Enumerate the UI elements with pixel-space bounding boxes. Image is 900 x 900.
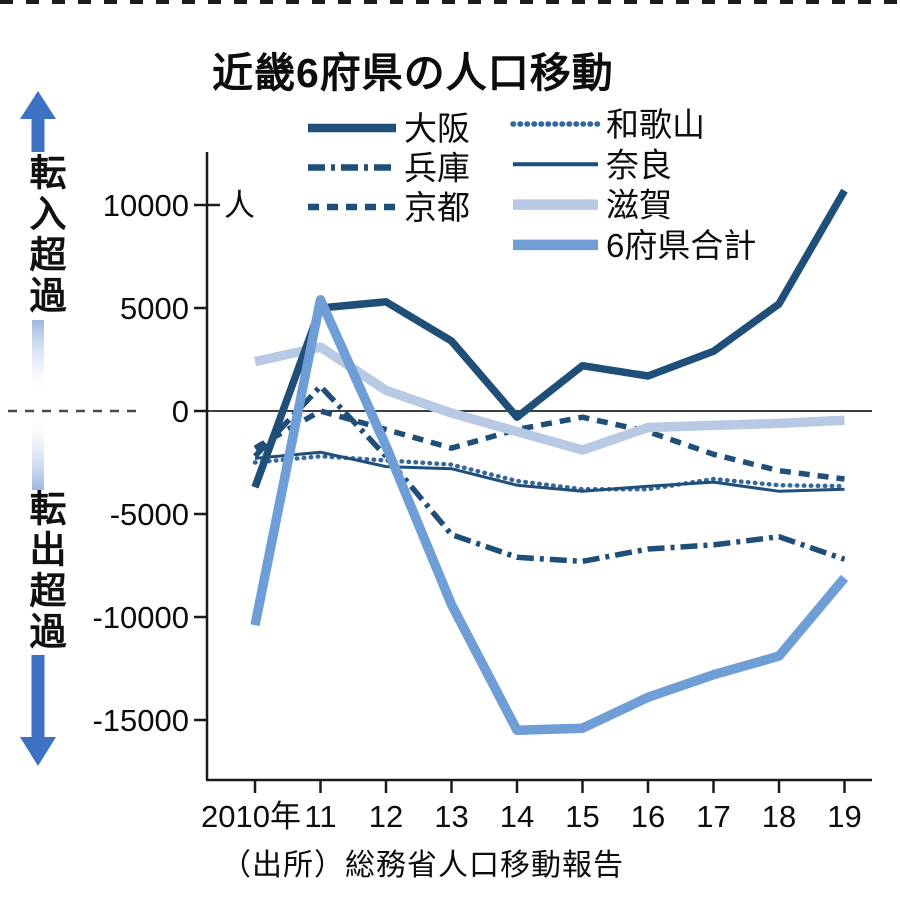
series-line-kyoto: [253, 408, 845, 482]
net-inflow-label: 転入超過: [24, 153, 65, 317]
y-tick-label: 10000: [103, 188, 189, 223]
chart-title: 近畿6府県の人口移動: [212, 50, 614, 97]
x-tick-label: 16: [631, 799, 665, 834]
legend-label-wakayama: 和歌山: [606, 106, 705, 143]
y-tick-label: 5000: [120, 291, 189, 326]
x-tick-label: 19: [827, 799, 861, 834]
top-border-artifact: [0, 0, 900, 4]
x-tick-label: 17: [696, 799, 730, 834]
legend-label-kyoto: 京都: [404, 189, 470, 226]
x-tick-label: 15: [565, 799, 599, 834]
series-line-osaka: [251, 188, 848, 489]
legend-label-shiga: 滋賀: [606, 187, 672, 224]
down-arrow-icon: [20, 737, 56, 766]
y-tick-label: -5000: [110, 497, 189, 532]
y-tick-label: 0: [172, 394, 189, 429]
series-line-nara: [254, 450, 845, 493]
unit-label: 人: [224, 188, 255, 223]
x-tick-label: 14: [500, 799, 534, 834]
net-outflow-label: 転出超過: [24, 489, 65, 653]
series-line-total: [250, 295, 849, 736]
x-tick-label: 18: [762, 799, 796, 834]
legend-label-nara: 奈良: [606, 146, 672, 183]
arrow-shaft-gradient: [32, 320, 44, 490]
x-tick-label: 12: [369, 799, 403, 834]
x-tick-label: 11: [304, 799, 336, 834]
series-line-hyogo: [252, 383, 846, 565]
legend-label-osaka: 大阪: [404, 110, 470, 147]
x-tick-label: 13: [434, 799, 468, 834]
down-arrow-shaft: [31, 655, 45, 738]
legend-label-total: 6府県合計: [606, 227, 756, 264]
series-line-wakayama: [252, 454, 847, 492]
up-arrow-shaft: [31, 117, 45, 152]
source-note: （出所）総務省人口移動報告: [221, 849, 624, 882]
legend-label-hyogo: 兵庫: [404, 150, 470, 187]
up-arrow-icon: [20, 91, 56, 119]
y-tick-label: -10000: [92, 600, 189, 635]
x-tick-label: 2010年: [201, 799, 301, 834]
y-tick-label: -15000: [92, 703, 189, 738]
